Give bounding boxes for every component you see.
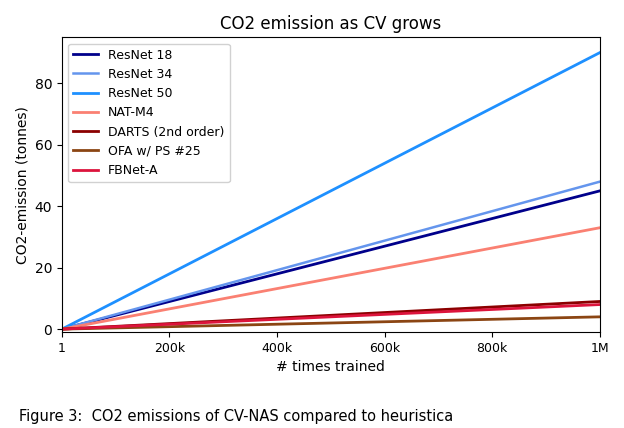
ResNet 50 [321, 191, 329, 196]
OFA w/ PS #25 [61, 327, 68, 332]
OFA w/ PS #25 [90, 326, 98, 331]
FBNet-A [90, 325, 98, 330]
ResNet 34 [58, 327, 66, 332]
ResNet 50 [163, 272, 171, 277]
FBNet-A [596, 302, 603, 307]
Text: Figure 3:  CO2 emissions of CV-NAS compared to heuristica: Figure 3: CO2 emissions of CV-NAS compar… [19, 409, 453, 424]
ResNet 18 [567, 196, 575, 201]
DARTS (2nd order) [596, 299, 603, 304]
ResNet 18 [596, 188, 603, 193]
NAT-M4 [567, 231, 575, 236]
ResNet 34 [596, 179, 603, 184]
OFA w/ PS #25 [321, 321, 329, 326]
Line: OFA w/ PS #25: OFA w/ PS #25 [62, 317, 600, 329]
ResNet 18 [163, 300, 171, 305]
DARTS (2nd order) [567, 300, 575, 306]
ResNet 18 [90, 318, 98, 324]
DARTS (2nd order) [80, 325, 88, 330]
ResNet 18 [321, 259, 329, 264]
FBNet-A [321, 315, 329, 320]
OFA w/ PS #25 [80, 326, 88, 331]
OFA w/ PS #25 [58, 327, 66, 332]
OFA w/ PS #25 [596, 314, 603, 319]
ResNet 34 [90, 318, 98, 323]
ResNet 34 [567, 187, 575, 192]
DARTS (2nd order) [90, 325, 98, 330]
ResNet 34 [80, 321, 88, 326]
NAT-M4 [321, 277, 329, 282]
DARTS (2nd order) [61, 327, 68, 332]
ResNet 50 [596, 50, 603, 55]
FBNet-A [58, 327, 66, 332]
ResNet 34 [321, 255, 329, 260]
ResNet 50 [61, 325, 68, 330]
ResNet 34 [163, 297, 171, 303]
DARTS (2nd order) [163, 321, 171, 326]
DARTS (2nd order) [321, 313, 329, 318]
NAT-M4 [80, 322, 88, 327]
ResNet 50 [58, 327, 66, 332]
ResNet 50 [80, 315, 88, 320]
NAT-M4 [90, 321, 98, 326]
NAT-M4 [163, 307, 171, 312]
Line: ResNet 18: ResNet 18 [62, 191, 600, 329]
FBNet-A [61, 327, 68, 332]
X-axis label: # times trained: # times trained [276, 360, 385, 374]
ResNet 18 [58, 327, 66, 332]
ResNet 18 [80, 321, 88, 326]
NAT-M4 [61, 326, 68, 331]
ResNet 18 [61, 326, 68, 331]
FBNet-A [80, 326, 88, 331]
ResNet 50 [90, 310, 98, 315]
NAT-M4 [596, 225, 603, 230]
Line: FBNet-A: FBNet-A [62, 305, 600, 329]
ResNet 50 [567, 65, 575, 70]
OFA w/ PS #25 [163, 324, 171, 329]
Y-axis label: CO2-emission (tonnes): CO2-emission (tonnes) [15, 106, 29, 264]
OFA w/ PS #25 [567, 315, 575, 320]
Title: CO2 emission as CV grows: CO2 emission as CV grows [220, 15, 441, 33]
FBNet-A [163, 322, 171, 327]
Line: NAT-M4: NAT-M4 [62, 228, 600, 329]
Line: DARTS (2nd order): DARTS (2nd order) [62, 301, 600, 329]
ResNet 34 [61, 326, 68, 331]
NAT-M4 [58, 327, 66, 332]
DARTS (2nd order) [58, 327, 66, 332]
Line: ResNet 34: ResNet 34 [62, 182, 600, 329]
Legend: ResNet 18, ResNet 34, ResNet 50, NAT-M4, DARTS (2nd order), OFA w/ PS #25, FBNet: ResNet 18, ResNet 34, ResNet 50, NAT-M4,… [68, 44, 230, 182]
Line: ResNet 50: ResNet 50 [62, 53, 600, 329]
FBNet-A [567, 303, 575, 309]
